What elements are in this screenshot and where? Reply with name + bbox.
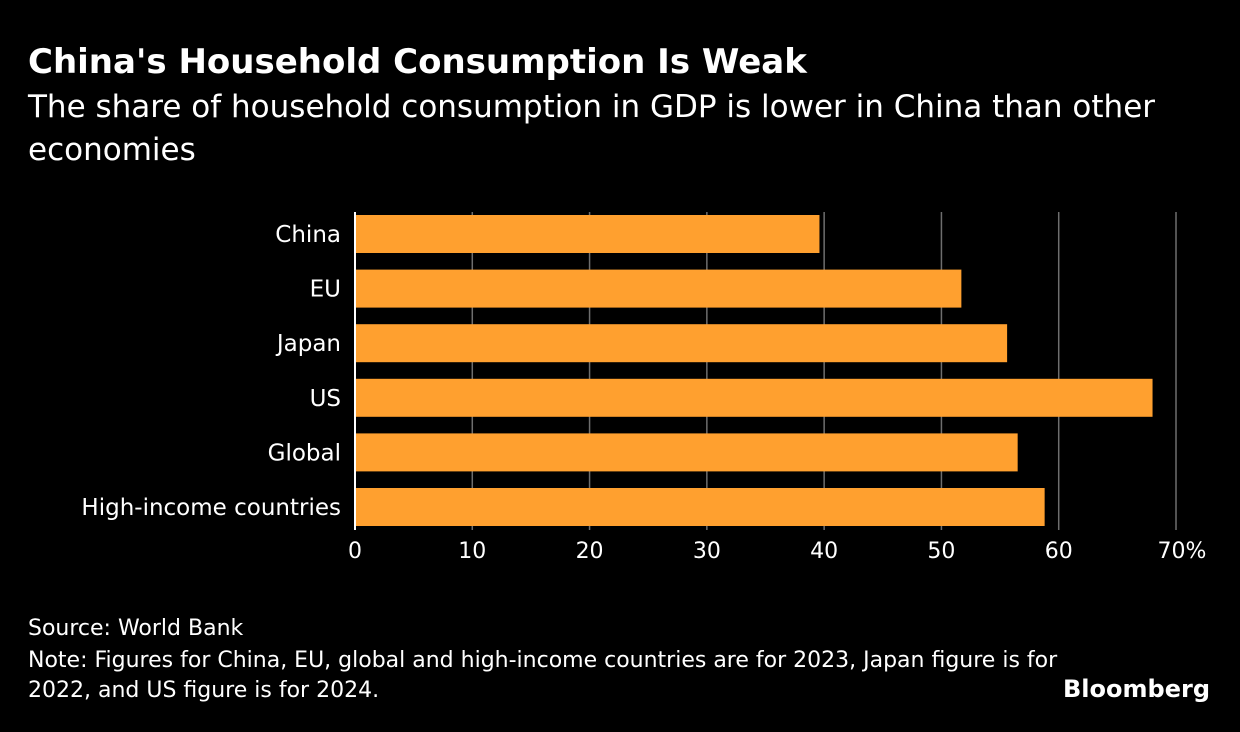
x-tick-label: 40 bbox=[810, 539, 838, 564]
chart-subtitle: The share of household consumption in GD… bbox=[28, 89, 1156, 168]
bar-china bbox=[355, 215, 820, 253]
x-tick-label: 10 bbox=[458, 539, 486, 564]
bar-japan bbox=[355, 324, 1008, 363]
note-text: Note: Figures for China, EU, global and … bbox=[28, 648, 1058, 703]
category-label: US bbox=[310, 386, 341, 412]
category-label: EU bbox=[310, 277, 341, 303]
bar-global bbox=[355, 433, 1018, 472]
x-tick-label: 20 bbox=[576, 539, 604, 564]
category-label: Japan bbox=[275, 331, 341, 357]
category-label: High-income countries bbox=[81, 495, 341, 521]
source-text: Source: World Bank bbox=[28, 616, 244, 641]
chart-title: China's Household Consumption Is Weak bbox=[28, 42, 807, 82]
bar-high-income-countries bbox=[355, 488, 1045, 526]
x-tick-label: 50 bbox=[927, 539, 955, 564]
category-label: Global bbox=[268, 440, 341, 466]
x-tick-label: 0 bbox=[348, 539, 362, 564]
x-tick-label: 60 bbox=[1045, 539, 1073, 564]
x-tick-label: 70% bbox=[1158, 539, 1207, 564]
bloomberg-logo: Bloomberg bbox=[1063, 675, 1210, 703]
bar-us bbox=[355, 378, 1153, 417]
x-tick-label: 30 bbox=[693, 539, 721, 564]
category-label: China bbox=[275, 222, 341, 248]
bar-eu bbox=[355, 269, 962, 308]
